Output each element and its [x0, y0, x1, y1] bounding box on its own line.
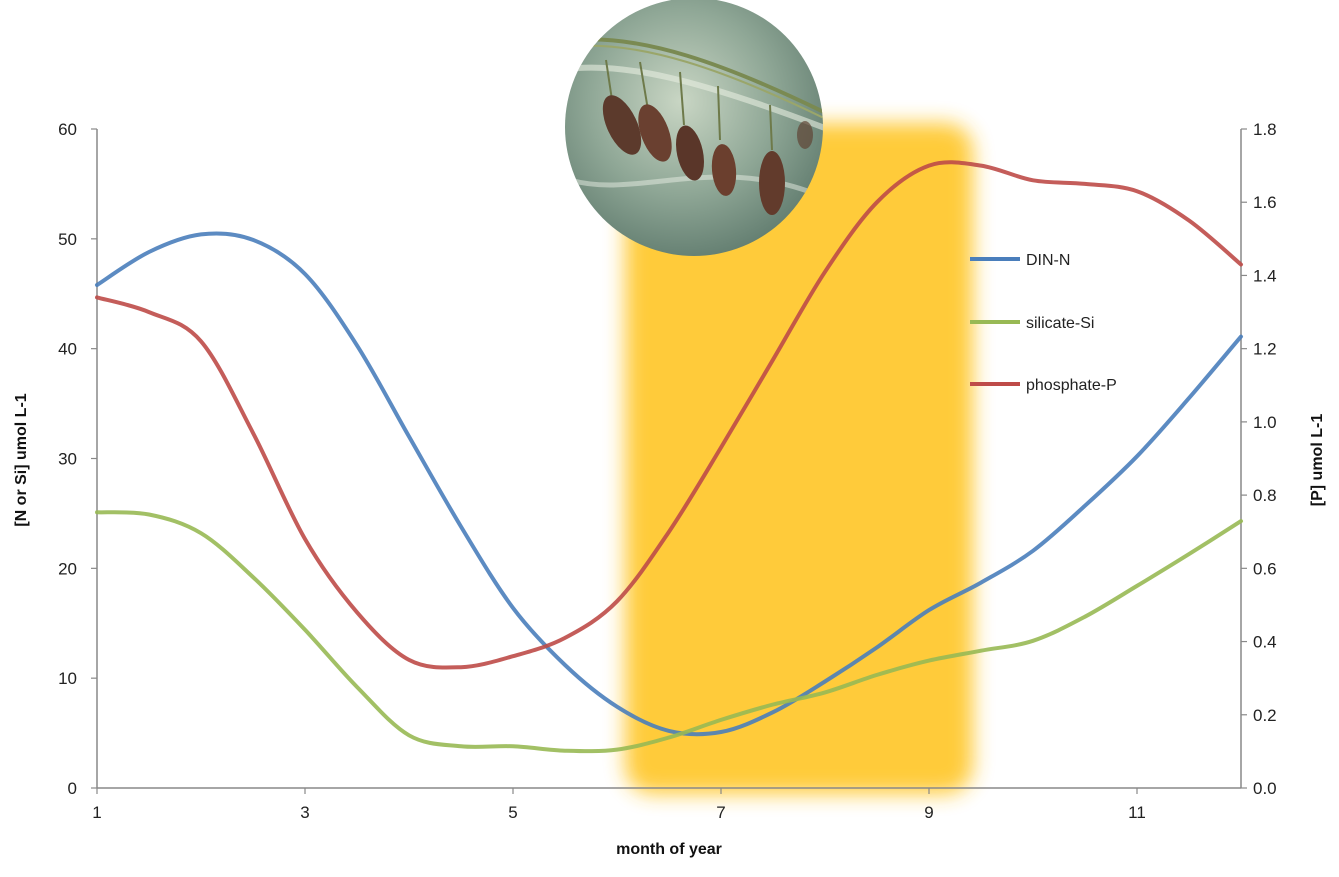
legend-label-silicate-si: silicate-Si [1026, 315, 1094, 332]
y-left-tick-label: 40 [58, 340, 77, 359]
series-line-phosphate-p [95, 160, 1243, 670]
y-left-tick-label: 20 [58, 559, 77, 578]
y-right-tick-label: 1.2 [1253, 340, 1277, 359]
series-lines [95, 160, 1243, 754]
summer-highlight-band [625, 123, 973, 794]
x-tick-label: 1 [92, 803, 101, 822]
x-tick-label: 7 [716, 803, 725, 822]
sea-cucumber-photo [565, 0, 823, 256]
axes: 1 3 5 7 9 11 0 10 20 30 40 50 60 0.0 0.2 0.4 0.6 0.8 1.0 1.… [58, 120, 1277, 822]
x-tick-label: 5 [508, 803, 517, 822]
x-tick-label: 11 [1128, 803, 1146, 822]
series-line-silicate-si [95, 510, 1243, 754]
legend-label-phosphate-p: phosphate-P [1026, 377, 1117, 394]
y-axis-right-title: [P] umol L-1 [1309, 414, 1326, 507]
y-left-tick-label: 30 [58, 450, 77, 469]
y-right-tick-label: 0.2 [1253, 706, 1277, 725]
x-tick-label: 3 [300, 803, 309, 822]
y-right-tick-label: 1.6 [1253, 193, 1277, 212]
y-right-tick-label: 1.0 [1253, 413, 1277, 432]
y-left-tick-label: 10 [58, 669, 77, 688]
x-tick-label: 9 [924, 803, 933, 822]
highlight-band-rect [625, 123, 973, 794]
legend-label-din-n: DIN-N [1026, 252, 1070, 269]
y-right-tick-label: 0.4 [1253, 633, 1277, 652]
y-left-tick-label: 0 [68, 779, 77, 798]
y-right-tick-label: 1.8 [1253, 120, 1277, 139]
y-left-tick-label: 50 [58, 230, 77, 249]
y-left-tick-label: 60 [58, 120, 77, 139]
y-right-tick-label: 0.8 [1253, 486, 1277, 505]
y-right-tick-label: 0.6 [1253, 559, 1277, 578]
series-line-din-n [95, 231, 1243, 737]
y-axis-left-title: [N or Si] umol L-1 [13, 393, 30, 526]
y-right-tick-label: 0.0 [1253, 779, 1277, 798]
legend: DIN-N silicate-Si phosphate-P [970, 252, 1117, 394]
y-right-tick-label: 1.4 [1253, 266, 1277, 285]
x-axis-title: month of year [616, 841, 722, 858]
